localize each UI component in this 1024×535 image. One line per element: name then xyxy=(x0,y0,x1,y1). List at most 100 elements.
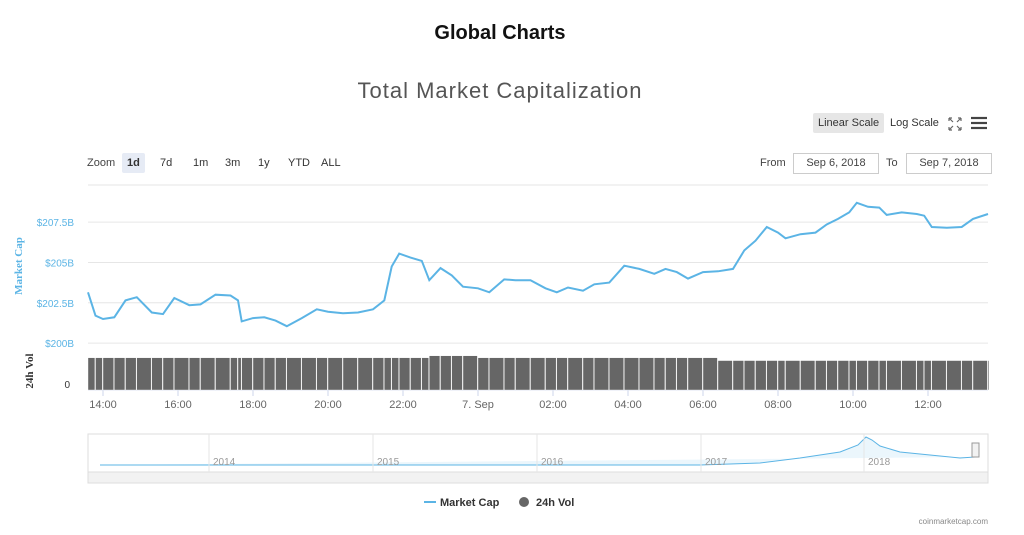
volume-bar xyxy=(961,360,973,391)
volume-bar xyxy=(264,357,276,391)
x-tick-label: 7. Sep xyxy=(462,399,494,411)
volume-bar xyxy=(582,357,594,391)
y2-axis-label: 24h Vol xyxy=(24,353,36,388)
volume-bar xyxy=(766,360,778,391)
volume-bar xyxy=(815,360,827,391)
navigator-label: 2014 xyxy=(213,457,236,468)
x-tick-label: 02:00 xyxy=(539,399,567,411)
x-tick-label: 18:00 xyxy=(239,399,267,411)
volume-bar xyxy=(372,357,384,391)
zoom-button[interactable]: 7d xyxy=(160,157,173,169)
volume-bar xyxy=(755,360,767,391)
navigator-label: 2018 xyxy=(868,457,891,468)
volume-bar xyxy=(744,360,756,391)
volume-bar xyxy=(477,357,489,391)
to-input[interactable]: Sep 7, 2018 xyxy=(906,153,992,174)
volume-bar xyxy=(136,357,152,391)
volume-bar xyxy=(421,357,429,391)
volume-bar xyxy=(785,360,801,391)
volume-bar xyxy=(151,357,163,391)
menu-icon[interactable] xyxy=(971,116,987,130)
volume-bar xyxy=(215,357,231,391)
volume-bar xyxy=(237,357,242,391)
volume-bar xyxy=(849,360,857,391)
scale-button[interactable]: Linear Scale xyxy=(813,113,885,133)
x-tick-label: 22:00 xyxy=(389,399,417,411)
volume-bar xyxy=(916,360,924,391)
from-label: From xyxy=(760,157,786,169)
legend-dot xyxy=(519,497,529,507)
volume-bar xyxy=(946,360,962,391)
volume-bar xyxy=(399,357,411,391)
legend-label[interactable]: Market Cap xyxy=(440,497,500,509)
volume-bar xyxy=(624,357,639,391)
zoom-button[interactable]: 1d xyxy=(122,153,145,173)
volume-bar xyxy=(316,357,328,391)
volume-bar xyxy=(275,357,287,391)
scale-button[interactable]: Log Scale xyxy=(890,117,939,129)
page-title: Global Charts xyxy=(434,22,566,44)
volume-bar xyxy=(102,357,114,391)
zoom-button[interactable]: YTD xyxy=(288,157,310,169)
zoom-button[interactable]: 3m xyxy=(225,157,241,169)
navigator-label: 2015 xyxy=(377,457,400,468)
volume-bar xyxy=(384,357,392,391)
volume-bar xyxy=(702,357,718,391)
volume-bar xyxy=(489,357,504,391)
volume-bar xyxy=(504,357,516,391)
navigator-label: 2016 xyxy=(541,457,564,468)
scrollbar[interactable] xyxy=(87,471,989,484)
volume-bar xyxy=(391,357,399,391)
market-cap-line xyxy=(87,201,989,328)
chart-title: Total Market Capitalization xyxy=(357,78,643,103)
zoom-label: Zoom xyxy=(87,157,116,169)
volume-bar xyxy=(230,357,238,391)
volume-bar xyxy=(451,355,463,391)
volume-bar xyxy=(462,355,478,391)
x-tick-label: 04:00 xyxy=(614,399,642,411)
zoom-button[interactable]: 1y xyxy=(258,157,270,169)
volume-bar xyxy=(114,357,126,391)
volume-bar xyxy=(87,357,96,391)
volume-bar xyxy=(901,360,917,391)
volume-bar xyxy=(125,357,137,391)
volume-bar xyxy=(654,357,666,391)
volume-bar xyxy=(342,357,358,391)
x-tick-label: 14:00 xyxy=(89,399,117,411)
x-tick-label: 20:00 xyxy=(314,399,342,411)
from-input[interactable]: Sep 6, 2018 xyxy=(793,153,879,174)
volume-bar xyxy=(545,357,557,391)
volume-bar xyxy=(301,357,317,391)
volume-bar xyxy=(609,357,624,391)
fullscreen-icon[interactable] xyxy=(948,117,962,131)
x-tick-label: 16:00 xyxy=(164,399,192,411)
navigator-handle[interactable] xyxy=(971,442,980,458)
volume-bar xyxy=(440,355,452,391)
volume-bar xyxy=(931,360,947,391)
volume-bar xyxy=(530,357,546,391)
zoom-button[interactable]: 1m xyxy=(193,157,209,169)
volume-bar xyxy=(95,357,103,391)
volume-bar xyxy=(856,360,868,391)
volume-bar xyxy=(327,357,343,391)
y-tick-label: $205B xyxy=(45,258,74,269)
volume-bar xyxy=(886,360,902,391)
zoom-button[interactable]: ALL xyxy=(321,157,341,169)
volume-bar xyxy=(200,357,216,391)
legend-label[interactable]: 24h Vol xyxy=(536,497,574,509)
y-axis-label: Market Cap xyxy=(13,237,25,295)
volume-bar xyxy=(410,357,422,391)
x-tick-label: 06:00 xyxy=(689,399,717,411)
x-tick-label: 08:00 xyxy=(764,399,792,411)
volume-bar xyxy=(252,357,264,391)
y-tick-label: $200B xyxy=(45,339,74,350)
to-label: To xyxy=(886,157,898,169)
volume-bar xyxy=(867,360,879,391)
navigator-line xyxy=(100,436,976,466)
volume-bar xyxy=(639,357,654,391)
volume-bar xyxy=(800,360,816,391)
volume-bar xyxy=(837,360,849,391)
volume-bar xyxy=(429,355,441,391)
